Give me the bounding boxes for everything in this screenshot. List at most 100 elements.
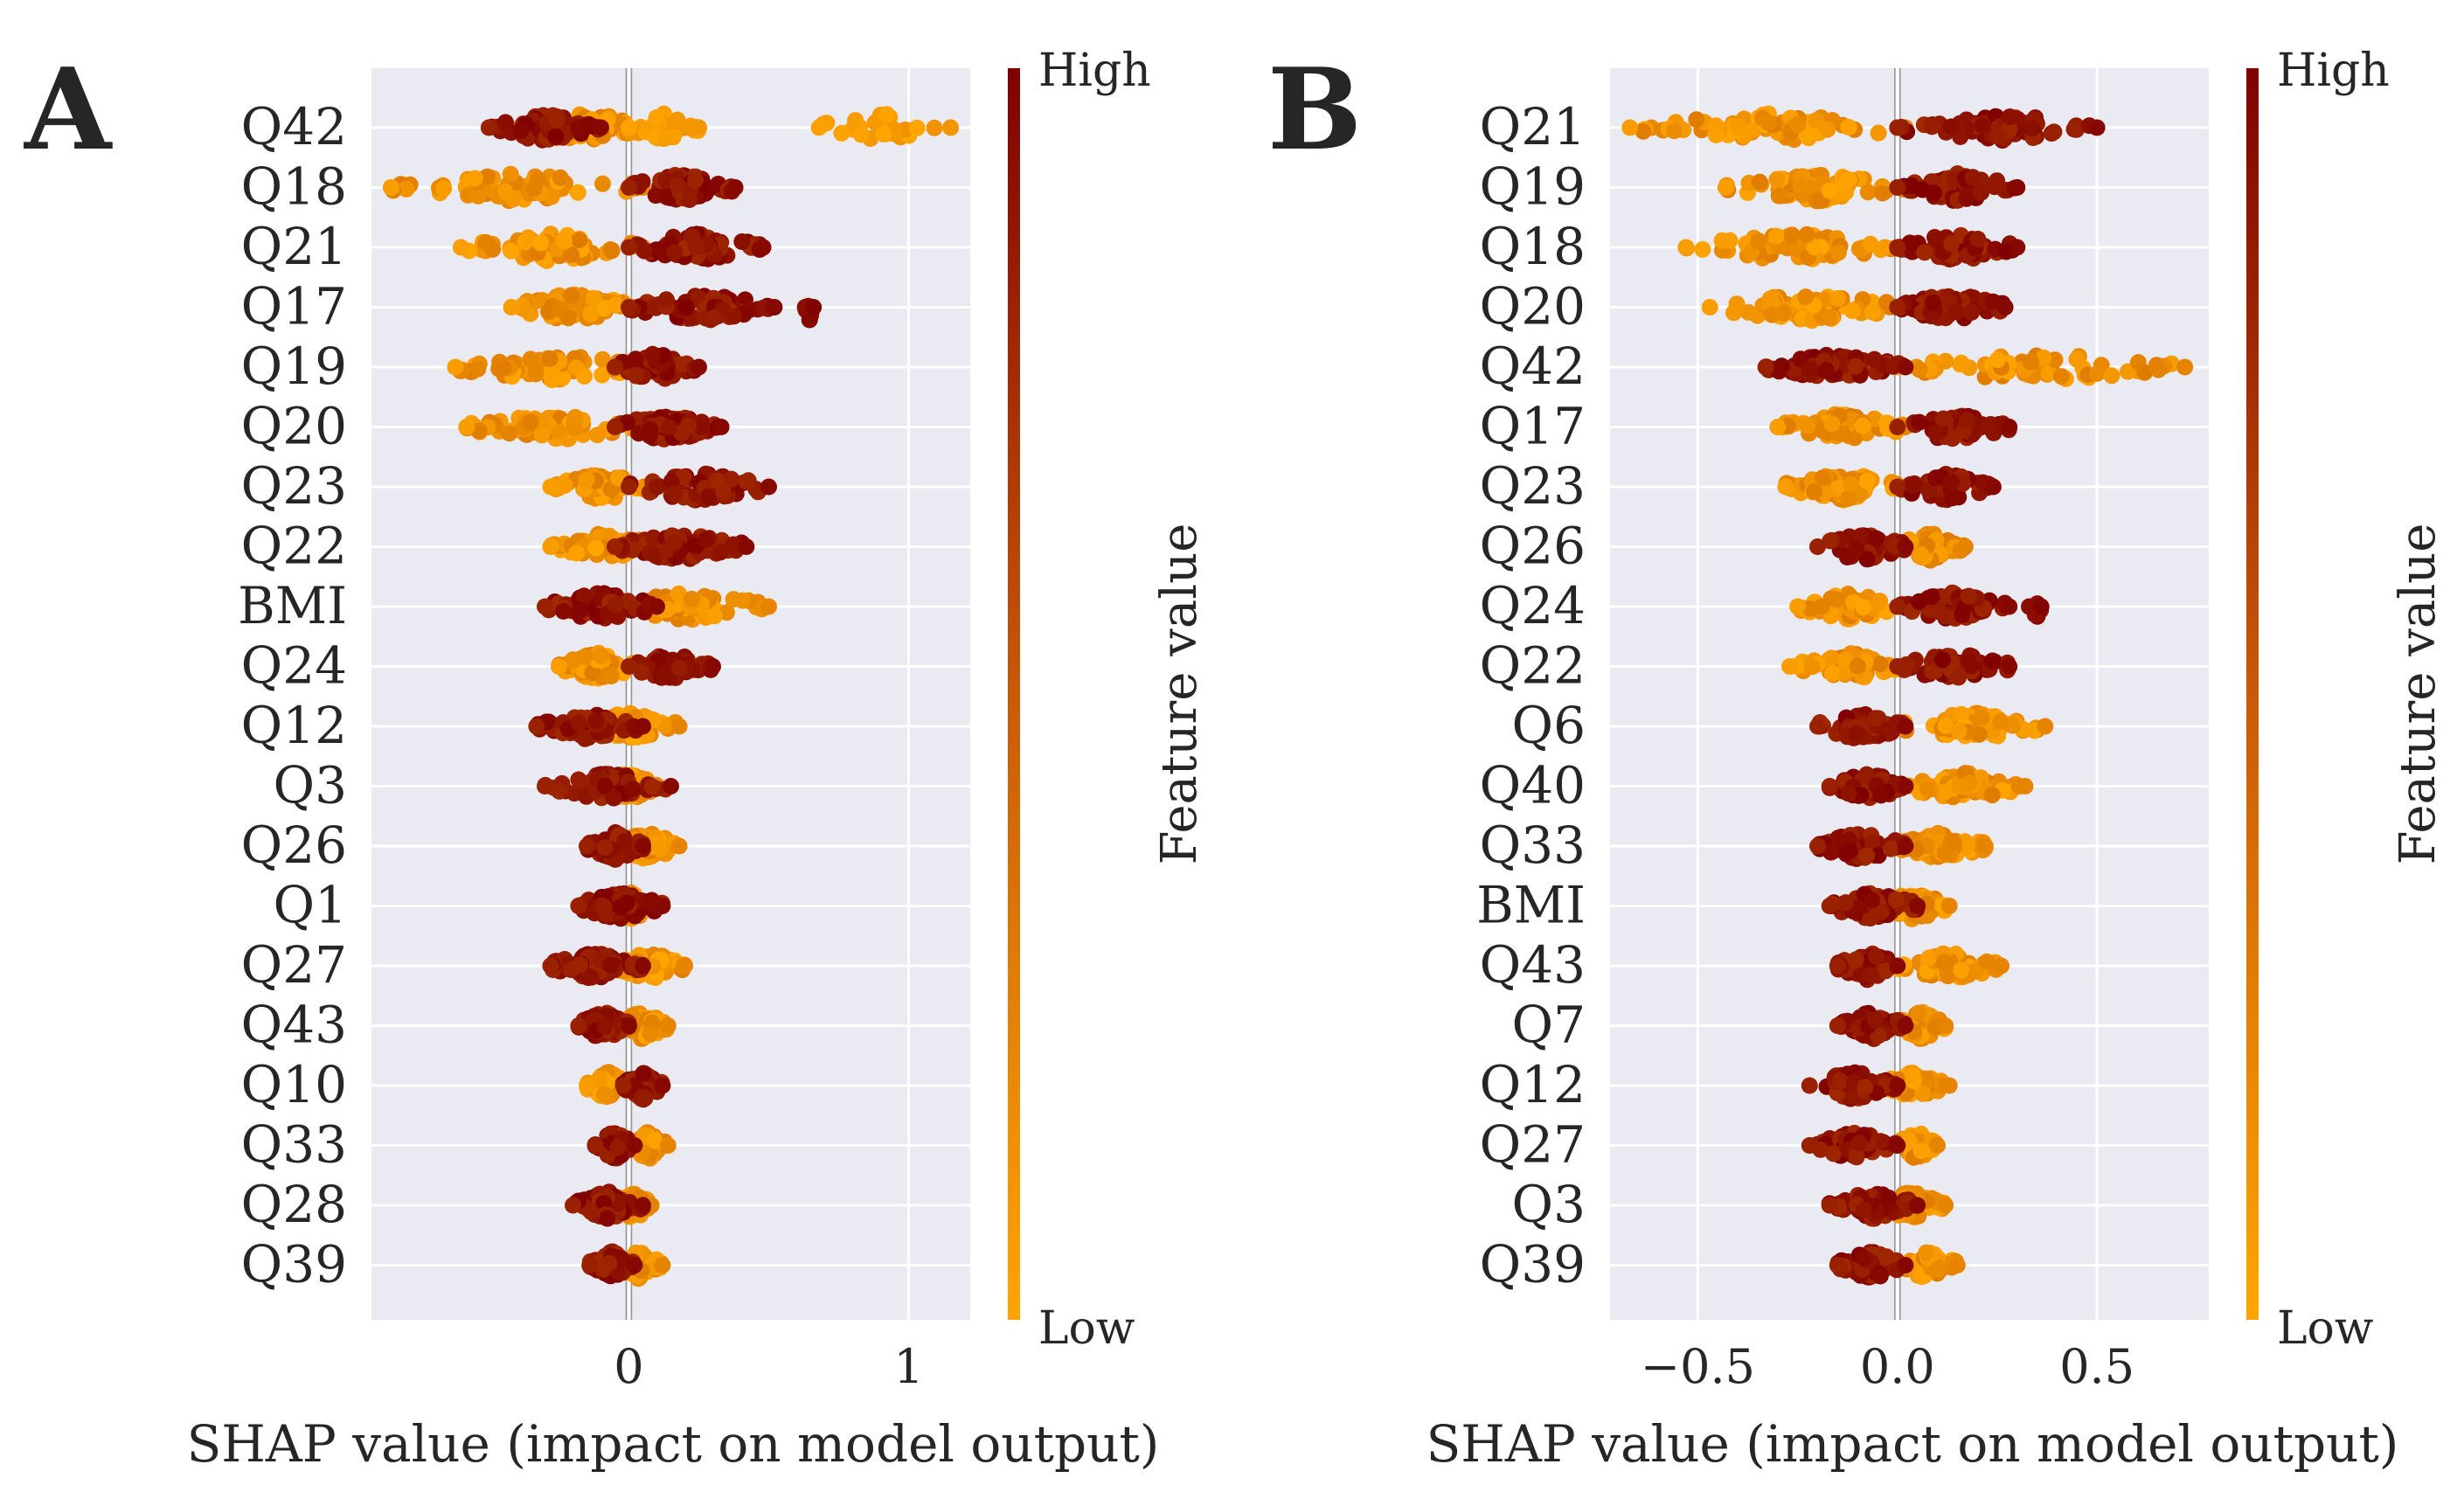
shap-point: [635, 718, 651, 735]
shap-point: [593, 366, 611, 384]
shap-point: [706, 607, 723, 625]
shap-point: [570, 1017, 587, 1034]
shap-point: [519, 231, 537, 247]
shap-point: [1973, 184, 1990, 201]
shap-point: [878, 106, 895, 123]
shap-point: [1809, 718, 1826, 735]
shap-point: [568, 545, 586, 562]
shap-point: [1897, 778, 1914, 795]
shap-point: [562, 287, 580, 304]
shap-point: [1963, 303, 1981, 321]
shap-point: [1989, 172, 2006, 190]
shap-point: [680, 417, 698, 434]
shap-point: [1848, 540, 1865, 558]
shap-point: [1751, 173, 1768, 191]
shap-point: [585, 289, 602, 307]
shap-point: [2022, 353, 2039, 371]
shap-point: [1984, 478, 2002, 496]
shap-point: [1936, 783, 1954, 801]
shap-point: [659, 1137, 677, 1154]
shap-point: [621, 179, 637, 196]
shap-point: [642, 1025, 659, 1042]
feature-label: Q7: [1512, 996, 1586, 1055]
shap-point: [1947, 303, 1965, 321]
shap-point: [584, 664, 601, 682]
shap-point: [596, 777, 614, 795]
shap-point: [1889, 239, 1906, 256]
shap-point: [1950, 723, 1968, 740]
feature-label: Q42: [241, 97, 347, 156]
shap-point: [467, 170, 483, 187]
shap-point: [1969, 231, 1987, 247]
shap-point: [559, 309, 577, 327]
shap-point: [1841, 171, 1858, 189]
shap-point: [495, 360, 512, 377]
shap-point: [2001, 108, 2018, 126]
shap-point: [1953, 354, 1970, 371]
panel-label-a: A: [24, 45, 113, 176]
shap-point: [635, 1197, 651, 1214]
shap-point: [656, 664, 673, 682]
shap-point: [666, 534, 684, 552]
shap-point: [541, 350, 559, 367]
shap-point: [552, 169, 569, 186]
shap-point: [627, 350, 644, 368]
shap-point: [1677, 239, 1695, 256]
feature-label: Q21: [1480, 97, 1586, 156]
shap-point: [1821, 778, 1838, 795]
shap-point: [2001, 419, 2018, 435]
shap-point: [1942, 118, 1960, 135]
feature-labels-b: Q21Q19Q18Q20Q42Q17Q23Q26Q24Q22Q6Q40Q33BM…: [1476, 97, 1586, 1294]
shap-point: [1976, 837, 1994, 855]
shap-point: [801, 311, 818, 329]
x-axis-label-a: SHAP value (impact on model output): [187, 1414, 1160, 1474]
shap-point: [654, 1077, 671, 1094]
shap-point: [760, 478, 777, 496]
shap-point: [1889, 658, 1906, 675]
shap-point: [503, 299, 520, 316]
shap-point: [1777, 478, 1794, 496]
shap-point: [705, 309, 723, 327]
shap-point: [1760, 114, 1777, 131]
shap-point: [579, 837, 595, 855]
shap-point: [1848, 725, 1865, 742]
shap-point: [1809, 837, 1826, 855]
shap-point: [616, 833, 633, 850]
shap-point: [569, 184, 587, 201]
shap-point: [542, 957, 559, 975]
shap-point: [1847, 357, 1864, 375]
shap-point: [607, 296, 624, 314]
shap-point: [691, 119, 707, 136]
shap-point: [1926, 184, 1943, 202]
shap-point: [1621, 119, 1639, 136]
shap-point: [1911, 413, 1928, 431]
shap-point: [572, 601, 589, 619]
shap-point: [621, 299, 637, 316]
shap-point: [1958, 190, 1975, 207]
panel-b: B Q21Q19Q18Q20Q42Q17Q23Q26Q24Q22Q6Q40Q33…: [1267, 45, 2447, 1474]
shap-point: [1840, 785, 1857, 802]
shap-point: [1942, 474, 1960, 491]
shap-point: [1770, 187, 1787, 205]
feature-labels-a: Q42Q18Q21Q17Q19Q20Q23Q22BMIQ24Q12Q3Q26Q1…: [238, 97, 347, 1294]
shap-point: [607, 358, 623, 376]
colorbar-low-label-a: Low: [1038, 1302, 1135, 1355]
shap-point: [382, 179, 399, 196]
shap-point: [537, 598, 553, 615]
shap-point: [926, 119, 943, 136]
shap-point: [2136, 364, 2154, 381]
shap-point: [525, 180, 543, 198]
shap-point: [1821, 182, 1838, 199]
shap-point: [1788, 116, 1806, 134]
shap-point: [648, 109, 665, 127]
feature-label: Q18: [241, 157, 347, 217]
shap-point: [1989, 128, 2007, 145]
shap-point: [738, 538, 755, 555]
shap-point: [1996, 299, 2014, 316]
shap-point: [1934, 410, 1952, 427]
shap-point: [908, 119, 926, 136]
feature-label: Q39: [1480, 1235, 1586, 1294]
shap-point: [635, 957, 651, 975]
shap-point: [726, 179, 744, 196]
shap-point: [687, 171, 704, 189]
